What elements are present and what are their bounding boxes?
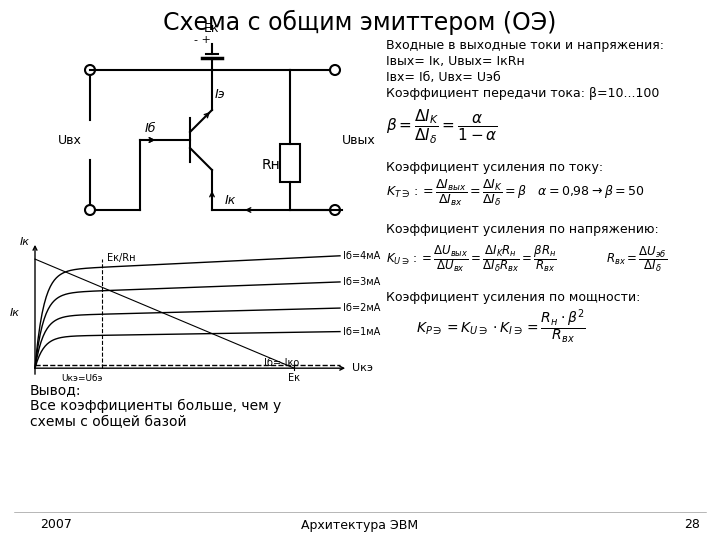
Text: 2007: 2007 [40, 518, 72, 531]
Text: Rн: Rн [262, 158, 281, 172]
Text: Ек/Rн: Ек/Rн [107, 253, 135, 263]
Text: - +: - + [194, 35, 211, 45]
Text: Iк: Iк [225, 193, 236, 206]
Text: Iб=3мА: Iб=3мА [343, 277, 380, 287]
Text: Iб=4мА: Iб=4мА [343, 251, 380, 261]
Text: Uкэ=Uбэ: Uкэ=Uбэ [61, 374, 103, 383]
Text: $R_{вх} = \dfrac{\Delta U_{эб}}{\Delta I_\delta}$: $R_{вх} = \dfrac{\Delta U_{эб}}{\Delta I… [606, 244, 667, 274]
Text: схемы с общей базой: схемы с общей базой [30, 415, 186, 429]
Text: Uкэ: Uкэ [352, 363, 373, 373]
Text: Iвых= Iк, Uвых= IкRн: Iвых= Iк, Uвых= IкRн [386, 55, 525, 68]
Text: Iк: Iк [10, 308, 20, 318]
Text: Iб: Iб [145, 122, 156, 134]
Text: $K_{P\ni} = K_{U\ni} \cdot K_{I\ni} = \dfrac{R_н \cdot \beta^2}{R_{вх}}$: $K_{P\ni} = K_{U\ni} \cdot K_{I\ni} = \d… [416, 308, 585, 346]
Text: Iб=1мА: Iб=1мА [343, 327, 380, 336]
Text: Коэффициент усиления по мощности:: Коэффициент усиления по мощности: [386, 291, 640, 303]
Text: Архитектура ЭВМ: Архитектура ЭВМ [302, 518, 418, 531]
Text: Коэффициент передачи тока: β=10...100: Коэффициент передачи тока: β=10...100 [386, 86, 660, 99]
Text: Вывод:: Вывод: [30, 383, 81, 397]
Text: $K_{U\ni} := \dfrac{\Delta U_{вых}}{\Delta U_{вх}} = \dfrac{\Delta I_K R_н}{\Del: $K_{U\ni} := \dfrac{\Delta U_{вых}}{\Del… [386, 244, 557, 274]
Text: Ек: Ек [204, 22, 220, 35]
Text: Iвх= Iб, Uвх= Uэб: Iвх= Iб, Uвх= Uэб [386, 71, 500, 84]
Text: Iэ: Iэ [215, 89, 225, 102]
Text: Iб=-Iко: Iб=-Iко [264, 357, 299, 368]
Text: Коэффициент усиления по напряжению:: Коэффициент усиления по напряжению: [386, 224, 659, 237]
Text: $\beta = \dfrac{\Delta I_K}{\Delta I_\delta} = \dfrac{\alpha}{1-\alpha}$: $\beta = \dfrac{\Delta I_K}{\Delta I_\de… [386, 108, 498, 146]
Text: Ек: Ек [288, 373, 300, 383]
Text: Коэффициент усиления по току:: Коэффициент усиления по току: [386, 160, 603, 173]
Text: Входные в выходные токи и напряжения:: Входные в выходные токи и напряжения: [386, 38, 664, 51]
Text: Uвх: Uвх [58, 133, 82, 146]
Text: 28: 28 [684, 518, 700, 531]
Text: Все коэффициенты больше, чем у: Все коэффициенты больше, чем у [30, 399, 282, 413]
Text: $K_{T\ni} := \dfrac{\Delta I_{вых}}{\Delta I_{вх}} = \dfrac{\Delta I_K}{\Delta I: $K_{T\ni} := \dfrac{\Delta I_{вых}}{\Del… [386, 178, 644, 208]
Bar [280, 144, 300, 182]
Text: Iб=2мА: Iб=2мА [343, 303, 380, 313]
Text: Uвых: Uвых [342, 133, 376, 146]
Text: Iк: Iк [20, 237, 30, 247]
Text: Схема с общим эмиттером (ОЭ): Схема с общим эмиттером (ОЭ) [163, 9, 557, 35]
